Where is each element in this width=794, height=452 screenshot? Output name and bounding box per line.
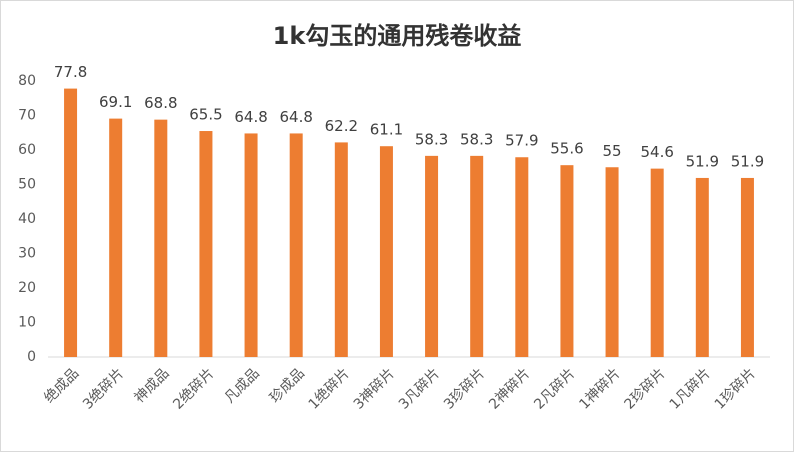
data-label: 64.8 bbox=[234, 108, 267, 126]
data-label: 77.8 bbox=[54, 63, 87, 81]
bar bbox=[650, 168, 664, 357]
data-label: 51.9 bbox=[731, 152, 764, 170]
bar bbox=[64, 88, 78, 357]
data-label: 65.5 bbox=[189, 106, 222, 124]
bar bbox=[244, 133, 258, 357]
bar bbox=[605, 167, 619, 357]
y-tick-label: 50 bbox=[18, 177, 36, 193]
y-tick-label: 30 bbox=[18, 246, 36, 262]
bar bbox=[199, 131, 213, 357]
y-tick-label: 20 bbox=[18, 280, 36, 296]
chart-title: 1k勾玉的通用残卷收益 bbox=[273, 22, 522, 50]
bar bbox=[109, 118, 123, 357]
bar bbox=[740, 177, 754, 357]
data-label: 61.1 bbox=[370, 121, 403, 139]
data-label: 55.6 bbox=[550, 140, 583, 158]
bar bbox=[695, 177, 709, 357]
data-label: 64.8 bbox=[279, 108, 312, 126]
y-tick-label: 10 bbox=[18, 315, 36, 331]
bar bbox=[289, 133, 303, 357]
data-label: 55 bbox=[603, 142, 622, 160]
bar bbox=[334, 142, 348, 357]
data-label: 69.1 bbox=[99, 93, 132, 111]
bar bbox=[470, 155, 484, 357]
data-label: 58.3 bbox=[460, 130, 493, 148]
y-tick-label: 70 bbox=[18, 108, 36, 124]
data-label: 54.6 bbox=[640, 143, 673, 161]
y-tick-label: 0 bbox=[27, 349, 36, 365]
bar bbox=[515, 157, 529, 357]
bar bbox=[425, 155, 439, 357]
data-label: 51.9 bbox=[686, 152, 719, 170]
data-label: 58.3 bbox=[415, 130, 448, 148]
data-label: 68.8 bbox=[144, 94, 177, 112]
data-label: 62.2 bbox=[325, 117, 358, 135]
bar bbox=[560, 165, 574, 357]
data-label: 57.9 bbox=[505, 132, 538, 150]
bar bbox=[154, 119, 168, 357]
y-tick-label: 80 bbox=[18, 73, 36, 89]
y-tick-label: 60 bbox=[18, 142, 36, 158]
bar bbox=[379, 146, 393, 357]
y-tick-label: 40 bbox=[18, 211, 36, 227]
